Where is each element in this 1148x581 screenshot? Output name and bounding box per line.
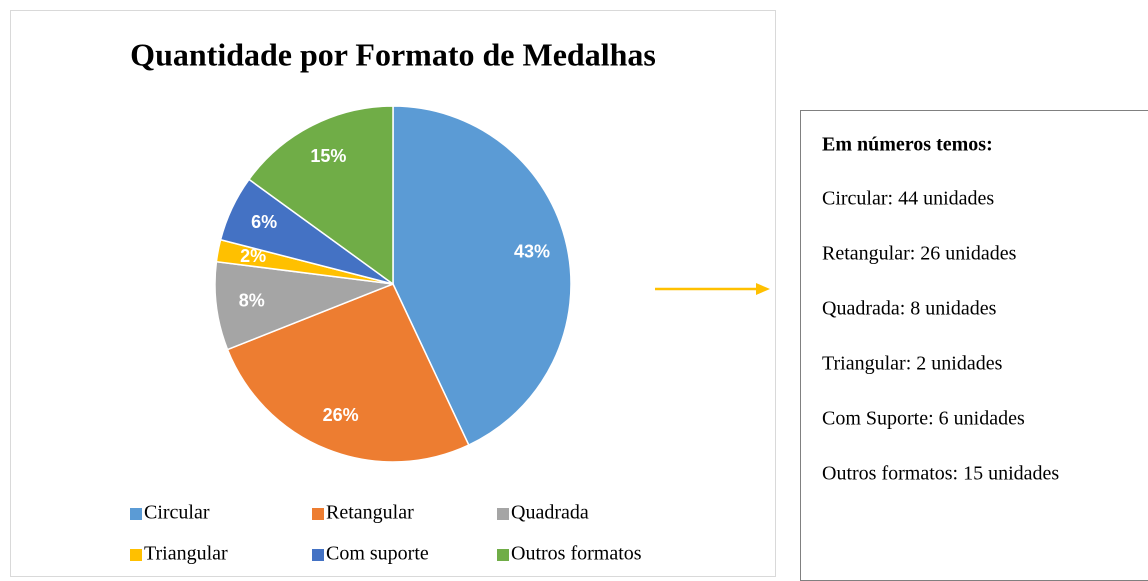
text-box [800,110,1148,581]
text-line: Outros formatos: 15 unidades [822,463,1059,485]
data-label: 8% [239,291,265,311]
data-label: 2% [240,246,266,266]
text-line: Quadrada: 8 unidades [822,298,997,320]
legend-swatch [130,508,142,520]
legend-swatch [312,508,324,520]
pie-slice [247,105,394,286]
data-label: 15% [310,146,346,166]
legend-label: Retangular [326,502,414,524]
data-label: 43% [514,242,550,262]
text-line: Retangular: 26 unidades [822,243,1017,265]
chart-title: Quantidade por Formato de Medalhas [130,36,656,72]
legend-swatch [312,549,324,561]
legend-label: Outros formatos [511,543,642,565]
legend-swatch [497,508,509,520]
arrow-head [756,283,770,295]
text-lines: Circular: 44 unidades Retangular: 26 unid… [822,188,1059,485]
pie-slice [392,105,572,447]
legend-label: Com suporte [326,543,429,565]
pie: 43% 26% 8% 2% 6% 15% [214,105,572,463]
legend-label: Circular [144,502,210,524]
legend-swatch [130,549,142,561]
legend-label: Triangular [144,543,228,565]
pie-slice [214,260,394,351]
legend-label: Quadrada [511,502,589,524]
text-line: Com Suporte: 6 unidades [822,408,1025,430]
text-line: Triangular: 2 unidades [822,353,1003,375]
pie-slice [226,283,470,463]
legend-swatch [497,549,509,561]
text-line: Circular: 44 unidades [822,188,994,210]
text-box-heading: Em números temos: [822,134,993,156]
data-label: 26% [323,405,359,425]
data-label: 6% [251,212,277,232]
legend: Circular Retangular Quadrada Triangular Com … [130,502,642,565]
